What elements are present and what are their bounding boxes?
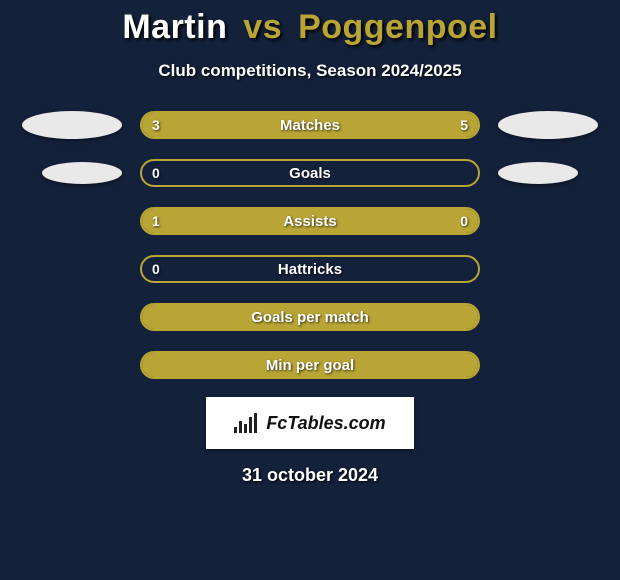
stat-label: Assists bbox=[142, 209, 478, 233]
stat-bar: Goals per match bbox=[140, 303, 480, 331]
player2-badge bbox=[498, 111, 598, 139]
stat-bar: 3Matches5 bbox=[140, 111, 480, 139]
player2-name: Poggenpoel bbox=[298, 8, 498, 46]
vs-text: vs bbox=[243, 8, 282, 46]
stat-label: Min per goal bbox=[142, 353, 478, 377]
logo-box: FcTables.com bbox=[206, 397, 414, 449]
stat-value-right: 5 bbox=[460, 113, 468, 137]
stats-container: 3Matches50Goals1Assists00HattricksGoals … bbox=[0, 111, 620, 379]
stat-row: 0Hattricks bbox=[0, 255, 620, 283]
subtitle: Club competitions, Season 2024/2025 bbox=[0, 61, 620, 81]
player1-badge bbox=[22, 111, 122, 139]
stat-row: 1Assists0 bbox=[0, 207, 620, 235]
comparison-title: Martin vs Poggenpoel bbox=[0, 0, 620, 47]
stat-label: Matches bbox=[142, 113, 478, 137]
stat-row: 0Goals bbox=[0, 159, 620, 187]
logo-text: FcTables.com bbox=[266, 413, 385, 434]
chart-icon bbox=[234, 413, 260, 433]
player1-name: Martin bbox=[122, 8, 227, 46]
stat-bar: 0Hattricks bbox=[140, 255, 480, 283]
player2-badge bbox=[498, 162, 578, 184]
stat-row: Goals per match bbox=[0, 303, 620, 331]
stat-row: Min per goal bbox=[0, 351, 620, 379]
stat-value-right: 0 bbox=[460, 209, 468, 233]
stat-label: Goals bbox=[142, 161, 478, 185]
player1-badge bbox=[42, 162, 122, 184]
stat-bar: Min per goal bbox=[140, 351, 480, 379]
stat-row: 3Matches5 bbox=[0, 111, 620, 139]
date-text: 31 october 2024 bbox=[0, 465, 620, 486]
stat-bar: 0Goals bbox=[140, 159, 480, 187]
stat-label: Hattricks bbox=[142, 257, 478, 281]
stat-bar: 1Assists0 bbox=[140, 207, 480, 235]
stat-label: Goals per match bbox=[142, 305, 478, 329]
